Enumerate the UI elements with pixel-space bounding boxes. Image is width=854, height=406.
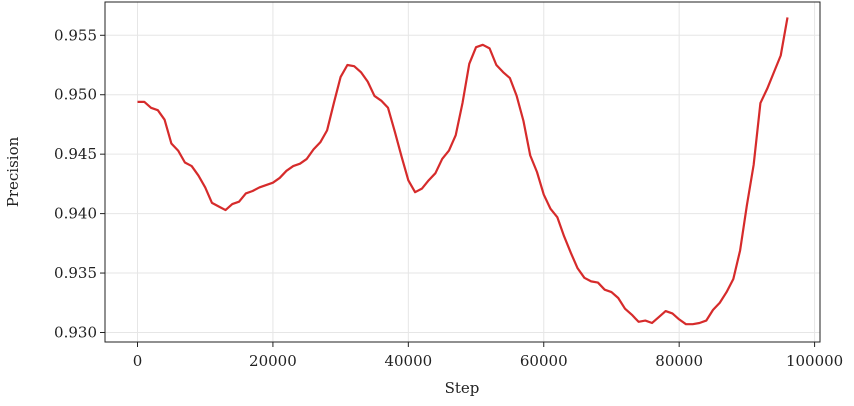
x-axis-label: Step — [445, 379, 480, 397]
y-tick-label: 0.955 — [54, 26, 97, 44]
plot-frame — [104, 1, 821, 343]
x-tick-label: 0 — [133, 352, 143, 370]
x-tick-label: 20000 — [249, 352, 297, 370]
y-tick-label: 0.940 — [54, 205, 97, 223]
y-tick-label: 0.930 — [54, 323, 97, 341]
x-tick-label: 60000 — [520, 352, 568, 370]
y-axis-label: Precision — [4, 136, 22, 207]
y-tick-label: 0.935 — [54, 264, 97, 282]
x-tick-label: 80000 — [655, 352, 703, 370]
y-tick-label: 0.950 — [54, 86, 97, 104]
y-tick-label: 0.945 — [54, 145, 97, 163]
data-line — [137, 17, 789, 326]
x-tick-label: 100000 — [786, 352, 843, 370]
x-tick-label: 40000 — [384, 352, 432, 370]
